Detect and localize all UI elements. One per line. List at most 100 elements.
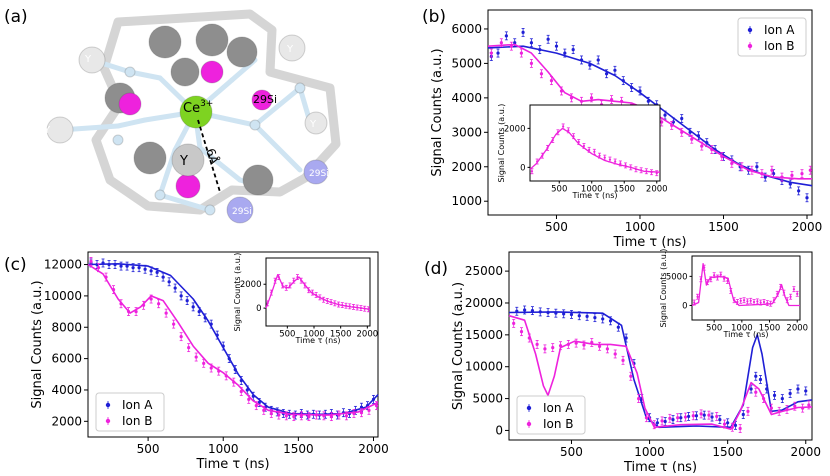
ion-b-marker [307, 415, 311, 419]
ion-b-marker [247, 397, 251, 401]
ion-a-data-point [251, 391, 255, 401]
ion-a-marker [554, 44, 559, 48]
ion-b-marker [566, 342, 570, 347]
inset-b-marker [614, 160, 617, 163]
inset-d-marker [776, 292, 779, 295]
ion-b-marker [519, 330, 524, 334]
ion-a-marker [718, 418, 722, 422]
charts: 500 1000 1500 2000100020003000400050006000T… [30, 9, 822, 475]
inset-c-fit-line [265, 274, 371, 310]
chart-b-y-axis-label: Signal Counts (a.u.) [430, 48, 445, 176]
ion-b-marker [746, 409, 750, 413]
inset-d-x-tick-label: 500 [706, 324, 722, 334]
ghost-y-atom [78, 46, 106, 74]
ion-b-data-point [164, 308, 168, 318]
chart-c-inset: 500 1000 1500 2000 0 2000 Time τ (ns) Signal Co… [233, 253, 378, 345]
inset-d-data-point [785, 297, 789, 304]
ion-a-data-point [710, 412, 714, 422]
ion-a-data-point [167, 277, 171, 287]
ion-a-data-point [679, 413, 683, 423]
ion-a-data-point [604, 69, 609, 79]
ion-a-data-point [530, 306, 535, 316]
inset-c-marker [322, 298, 325, 301]
ion-b-data-point [217, 366, 221, 376]
gray-atom [170, 57, 200, 87]
inset-d-marker [792, 288, 796, 291]
ion-b-marker [699, 412, 703, 416]
ion-a-marker [221, 344, 225, 348]
ion-b-marker [769, 406, 773, 410]
gray-atom [226, 36, 258, 68]
ion-a-data-point [209, 319, 213, 329]
inset-b-data-point [629, 164, 633, 171]
chart-b-y-tick-label: 6000 [451, 22, 482, 36]
inset-c-x-tick-label: 500 [279, 330, 295, 340]
ion-a-data-point [601, 314, 605, 324]
ion-b-marker [539, 72, 544, 76]
ion-b-marker [582, 343, 586, 347]
ion-a-data-point [638, 86, 642, 96]
link-atom [204, 204, 216, 216]
chart-d-x-tick-label: 500 [560, 445, 583, 459]
inset-d-marker [736, 300, 739, 304]
ion-a-data-point [203, 313, 207, 323]
ion-a-data-point [185, 296, 189, 306]
inset-c-data-point [344, 302, 348, 309]
ion-b-marker [202, 361, 206, 365]
ion-a-marker [113, 262, 117, 267]
ion-b-data-point [785, 405, 789, 414]
y-ghost-label-3: Y [286, 44, 294, 55]
ion-a-marker [569, 312, 574, 317]
ion-b-data-point [680, 127, 684, 137]
ion-b-data-point [549, 76, 554, 86]
ion-b-data-point [344, 411, 349, 421]
ion-b-marker [680, 130, 684, 134]
inset-c-data-point [348, 303, 352, 310]
inset-c-marker [285, 286, 288, 289]
inset-d-marker [762, 300, 766, 304]
chart-c-legend: Ion A Ion B [95, 392, 165, 432]
ion-a-marker [646, 99, 650, 103]
ion-a-marker [530, 309, 535, 313]
ghost-y-atom [278, 34, 306, 62]
inset-c-data-point [366, 306, 370, 313]
inset-b-marker [546, 146, 549, 149]
ion-a-data-point [191, 302, 195, 312]
inset-d-marker [739, 299, 742, 302]
inset-b-data-point [608, 156, 612, 163]
y-atom-label: Y [179, 154, 188, 169]
ion-a-marker [504, 34, 508, 38]
ion-a-data-point [616, 322, 620, 332]
ion-b-marker [96, 266, 101, 270]
ion-b-marker [239, 389, 243, 394]
ion-b-marker [715, 414, 719, 419]
ion-b-marker [720, 154, 724, 159]
chart-d: 500 1000 1500 20000500010000150002000025000… [451, 249, 821, 475]
inset-c-marker [326, 299, 329, 303]
magenta-atom [251, 89, 273, 111]
inset-b-marker [541, 154, 544, 157]
inset-d-marker [789, 295, 792, 298]
ion-b-marker [269, 411, 273, 416]
inset-c-marker [318, 296, 321, 299]
inset-b-data-point [540, 152, 544, 159]
inset-d-data-point [749, 297, 753, 304]
ion-a-marker [788, 391, 792, 396]
ce-atom [179, 95, 213, 129]
ion-b-marker [367, 408, 371, 412]
inset-c-data-point [329, 299, 333, 306]
ion-a-marker [554, 311, 558, 315]
ion-a-marker [754, 374, 758, 378]
ion-a-marker [630, 85, 634, 90]
inset-d-marker [766, 302, 769, 305]
ion-b-data-point [589, 93, 594, 103]
legend-entry: Ion A [122, 398, 153, 412]
inset-c-data-point [340, 302, 344, 309]
inset-c-data-point [351, 304, 355, 310]
ion-a-marker [679, 416, 683, 420]
ion-b-fit-line [508, 314, 813, 431]
inset-b-marker [603, 156, 606, 159]
magenta-atom [118, 92, 142, 116]
ion-b-marker [172, 322, 176, 326]
